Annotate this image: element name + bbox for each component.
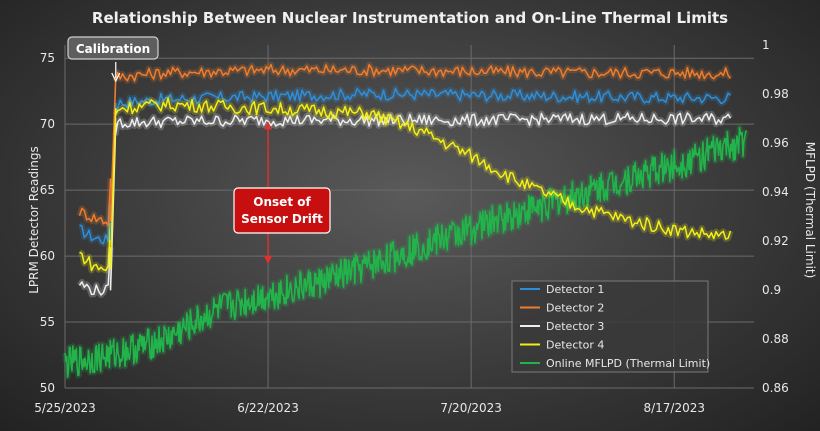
x-tick-label: 7/20/2023 (440, 401, 502, 415)
y-right-tick-label: 1 (762, 38, 770, 52)
legend-label-3: Detector 3 (546, 320, 604, 333)
x-tick-label: 5/25/2023 (34, 401, 96, 415)
x-tick-label: 8/17/2023 (643, 401, 705, 415)
drift-callout-label-line1: Onset of (253, 195, 311, 209)
y-right-tick-label: 0.92 (762, 234, 789, 248)
y-left-tick-label: 70 (40, 117, 55, 131)
y-left-tick-label: 75 (40, 51, 55, 65)
legend-label-4: Detector 4 (546, 339, 604, 352)
legend-box (511, 280, 709, 373)
series-line-2 (78, 63, 732, 227)
y-axis-right-label: MFLPD (Thermal Limit) (803, 142, 817, 279)
calibration-callout-box (67, 36, 159, 60)
y-right-tick-label: 0.98 (762, 87, 789, 101)
annotations: Calibration Onset of Sensor Drift (67, 36, 331, 264)
drift-callout-box (233, 187, 331, 234)
drift-arrow-head-up (264, 121, 273, 130)
series-line-1 (79, 87, 731, 245)
chart-title: Relationship Between Nuclear Instrumenta… (92, 9, 728, 27)
drift-arrow-head-down (264, 255, 273, 264)
series-calibration-jump (109, 108, 117, 270)
legend-label-2: Detector 2 (546, 302, 604, 315)
series-line-4 (79, 97, 732, 272)
legend-label-5: Online MFLPD (Thermal Limit) (546, 357, 710, 370)
drift-callout-label-line2: Sensor Drift (241, 212, 323, 226)
y-right-tick-label: 0.96 (762, 136, 789, 150)
series-line-5 (64, 126, 748, 378)
y-left-tick-label: 65 (40, 183, 55, 197)
y-left-tick-label: 50 (40, 381, 55, 395)
series-line-3 (78, 112, 732, 296)
y-axis-left-label: LPRM Detector Readings (27, 146, 41, 294)
tick-labels: 5/25/2023 6/22/2023 7/20/2023 8/17/2023 50 55… (34, 38, 788, 415)
y-right-tick-label: 0.94 (762, 185, 789, 199)
calibration-arrow-head (111, 72, 121, 83)
legend-label-1: Detector 1 (546, 283, 604, 296)
y-left-tick-label: 55 (40, 315, 55, 329)
y-left-tick-label: 60 (40, 249, 55, 263)
y-right-tick-label: 0.9 (762, 283, 781, 297)
y-right-tick-label: 0.86 (762, 381, 789, 395)
series-lines (62, 61, 750, 381)
x-tick-label: 6/22/2023 (237, 401, 299, 415)
legend: Detector 1 Detector 2 Detector 3 Detector 4… (511, 280, 710, 373)
y-right-tick-label: 0.88 (762, 332, 789, 346)
series-calibration-jump (109, 76, 117, 222)
calibration-callout-label: Calibration (76, 42, 150, 56)
